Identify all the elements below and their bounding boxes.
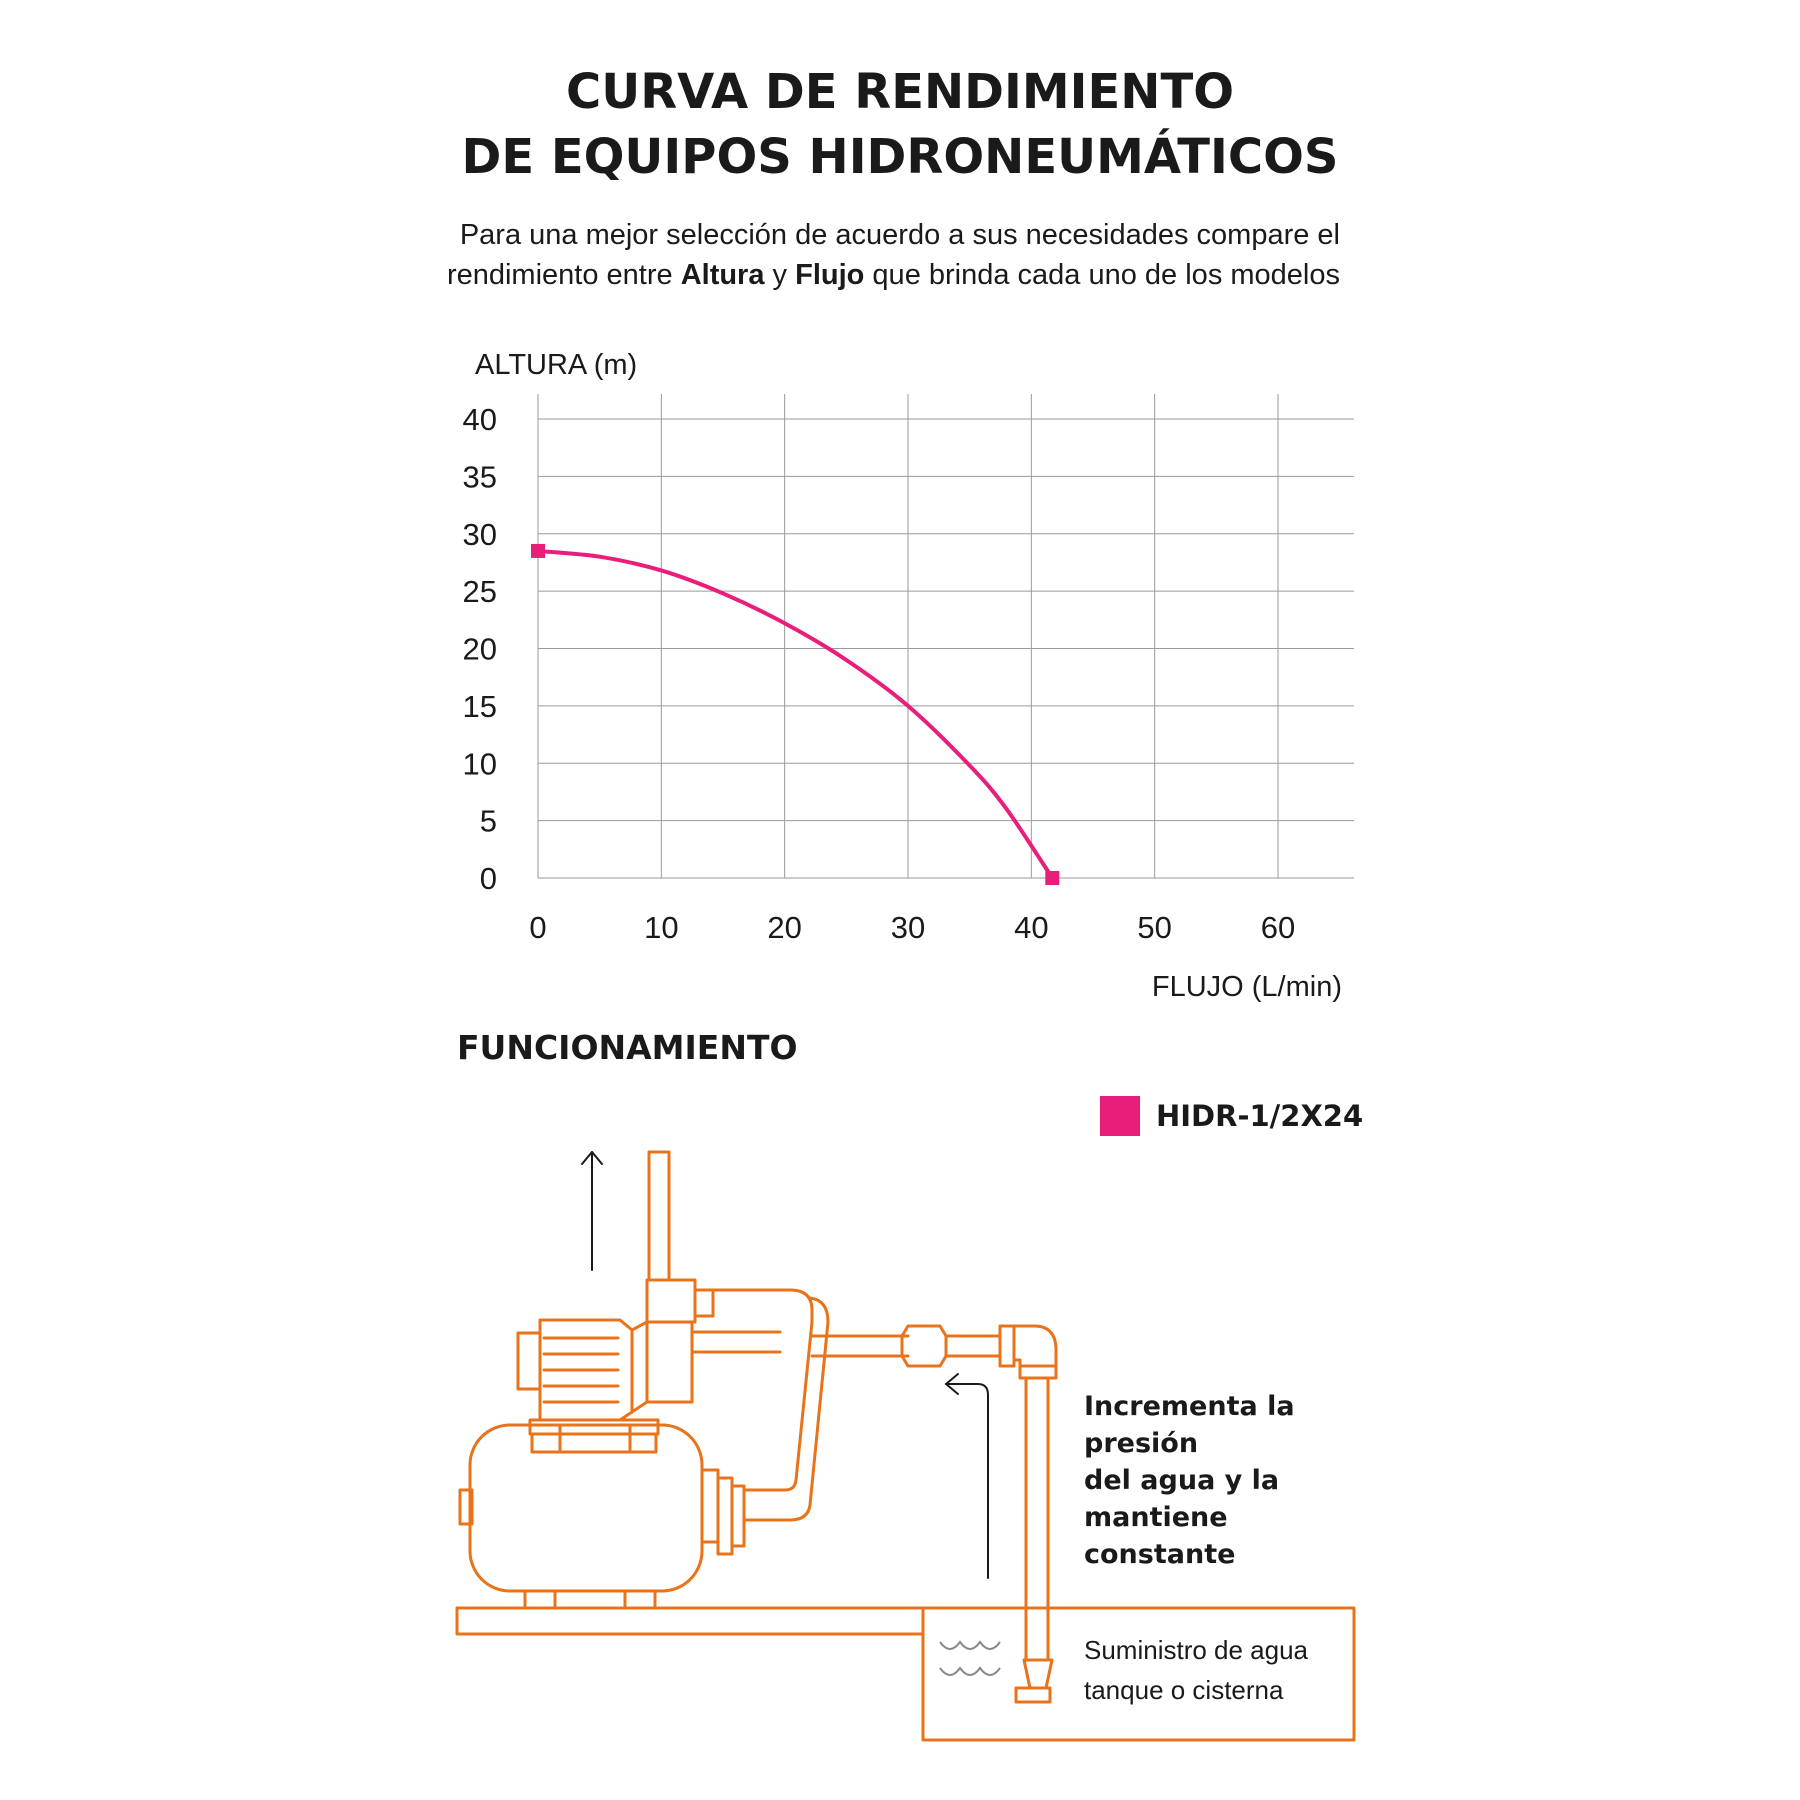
page-title-line-1: CURVA DE RENDIMIENTO [565,64,1234,120]
subtitle-line-2: rendimiento entre Altura y Flujo que bri… [440,255,1340,295]
supply-line-2: tanque o cisterna [1084,1675,1284,1705]
tank-inlet-fitting [700,1468,746,1556]
pump-head [645,1278,814,1404]
legend-label: HIDR-1/2X24 [1156,1099,1364,1133]
outlet-arrow-icon [581,1151,603,1271]
x-tick-label: 20 [767,910,801,945]
y-tick-label: 30 [463,517,497,552]
subtitle-bold-flujo: Flujo [795,259,865,291]
outlet-pipe [647,1150,671,1282]
series-line [537,548,1054,880]
pump-motor [516,1318,660,1436]
pressure-callout: Incrementa la presión del agua y la mant… [1084,1388,1414,1573]
callout-line-2: del agua y la mantiene [1084,1465,1280,1533]
y-tick-label: 40 [463,402,497,437]
chart-grid [537,394,1354,879]
supply-line-1: Suministro de agua [1084,1635,1309,1665]
supply-pipe [810,1324,1058,1380]
x-tick-label: 10 [644,910,678,945]
base-platform [455,1606,925,1636]
y-tick-label: 0 [480,861,497,896]
return-pipe-loop [742,1320,814,1492]
y-axis-ticks: 0 5 10 15 20 25 30 35 40 [463,402,497,896]
subtitle-mid: y [764,259,796,291]
water-supply-label: Suministro de agua tanque o cisterna [1084,1630,1384,1710]
x-tick-label: 60 [1261,910,1295,945]
x-axis-ticks: 0 10 20 30 40 50 60 [529,910,1295,945]
inlet-arrow-icon [944,1373,989,1579]
x-tick-label: 40 [1014,910,1048,945]
x-tick-label: 50 [1137,910,1171,945]
y-tick-label: 25 [463,574,497,609]
y-tick-label: 15 [463,689,497,724]
performance-chart: 0 5 10 15 20 25 30 35 40 0 10 20 30 40 50 60 ALTURA (m… [463,349,1354,1003]
return-pipe-outer [742,1296,830,1522]
chart-legend: HIDR-1/2X24 [1100,1095,1363,1137]
y-tick-label: 35 [463,459,497,494]
suction-pipe [1014,1376,1054,1704]
page-title-line-2: DE EQUIPOS HIDRONEUMÁTICOS [461,129,1339,185]
y-axis-label: ALTURA (m) [475,349,637,381]
subtitle-line-1: Para una mejor selección de acuerdo a su… [459,219,1340,251]
subtitle-post: que brinda cada uno de los modelos [864,259,1340,291]
series-marker [531,543,545,558]
chart-series [531,543,1060,885]
subtitle-bold-altura: Altura [680,259,765,291]
series-marker [1045,871,1060,885]
callout-line-1: Incrementa la presión [1084,1391,1295,1459]
diagram-section-title: FUNCIONAMIENTO [457,1028,798,1067]
x-tick-label: 0 [529,910,546,945]
subtitle-pre: rendimiento entre [446,259,681,291]
y-tick-label: 5 [480,804,497,839]
legend-swatch [1100,1096,1140,1136]
callout-line-3: constante [1084,1539,1236,1570]
y-tick-label: 20 [463,632,497,667]
pressure-tank [458,1423,704,1610]
water-waves-icon [939,1640,1001,1676]
x-tick-label: 30 [891,910,925,945]
page-subtitle: Para una mejor selección de acuerdo a su… [440,215,1340,295]
x-axis-label: FLUJO (L/min) [1152,971,1342,1003]
y-tick-label: 10 [463,746,497,781]
